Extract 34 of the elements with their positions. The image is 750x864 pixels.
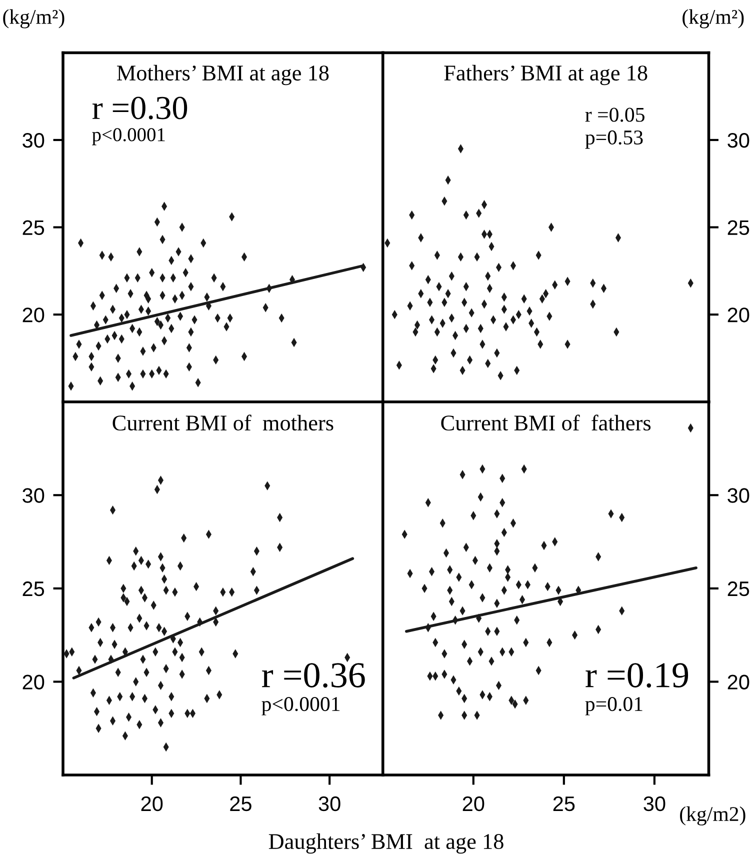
x-axis-title: Daughters’ BMI at age 18 <box>268 833 504 854</box>
chart-title: Current BMI of fathers <box>441 414 651 431</box>
x-tick-label: 25 <box>553 796 575 812</box>
y2-tick-label: 20 <box>728 308 750 322</box>
y2-tick-label: 25 <box>728 581 750 596</box>
y2-axis-title: (kg/m²) <box>682 9 744 28</box>
y2-tick-label: 30 <box>728 488 750 503</box>
annotation: r =0.36 <box>262 663 365 688</box>
y-tick-label: 30 <box>22 132 44 148</box>
annotation: p=0.53 <box>585 130 643 149</box>
y-tick-label: 25 <box>22 220 44 236</box>
chart-title: Current BMI of mothers <box>112 414 334 431</box>
y-tick-label: 20 <box>22 308 44 322</box>
annotation: r =0.05 <box>585 108 644 122</box>
annotation: r =0.30 <box>92 96 188 120</box>
y2-tick-label: 20 <box>728 674 750 690</box>
text: Mothers’ BMI at age 18 <box>117 64 329 86</box>
annotation: p=0.01 <box>585 697 642 716</box>
y-tick-label: 20 <box>22 674 44 690</box>
x-tick-label: 30 <box>318 796 340 812</box>
y-axis-title: (kg/m²) <box>3 9 64 28</box>
y-tick-label: 25 <box>22 581 44 596</box>
y2-tick-label: 30 <box>728 132 750 148</box>
x-tick-label: 20 <box>462 796 484 812</box>
annotation: r =0.19 <box>586 663 688 688</box>
annotation: p<0.0001 <box>92 128 165 146</box>
x-tick-label: 20 <box>141 796 163 812</box>
annotation: p<0.0001 <box>262 697 340 716</box>
y-tick-label: 30 <box>22 488 44 503</box>
text: (kg/m2) <box>680 806 746 826</box>
y2-tick-label: 25 <box>728 220 750 236</box>
text: Fathers’ BMI at age 18 <box>444 64 648 86</box>
x-tick-label: 25 <box>230 796 252 812</box>
x-tick-label: 30 <box>644 796 666 812</box>
